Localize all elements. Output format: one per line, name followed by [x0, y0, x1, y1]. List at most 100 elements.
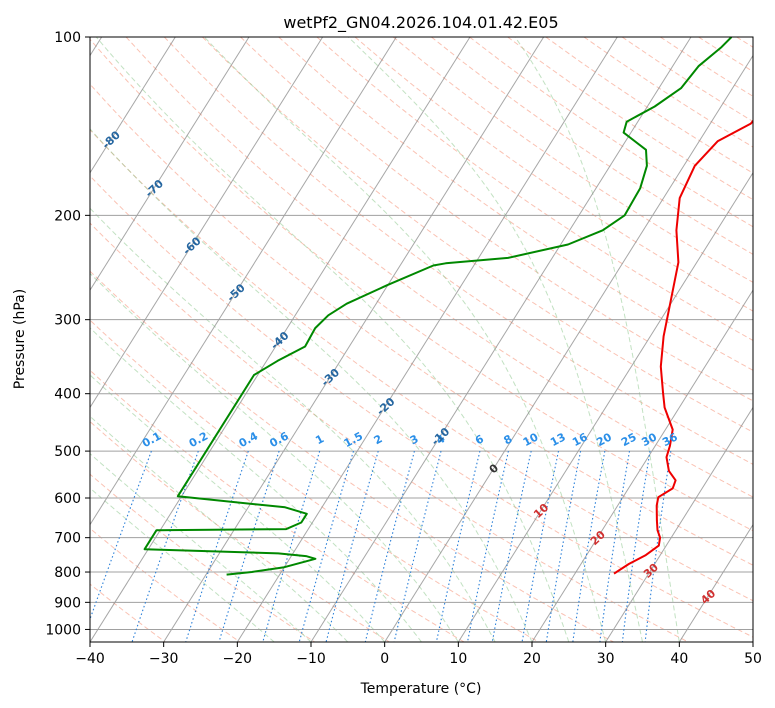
isotherm-label: 0: [487, 461, 502, 476]
isotherm-line: [163, 37, 545, 642]
isotherm-label: 40: [698, 587, 718, 607]
mixing-ratio-label: 8: [502, 432, 515, 447]
isotherm-line: [90, 37, 250, 292]
mixing-ratio-label: 1.5: [342, 429, 365, 450]
dry-adiabat-line: [125, 37, 753, 498]
mixing-ratio-line: [466, 450, 509, 642]
mixing-ratio-line: [521, 450, 560, 642]
isotherm-line: [90, 37, 324, 409]
mixing-ratio-line: [545, 450, 582, 642]
isotherm-label: -40: [268, 329, 292, 352]
dry-adiabat-line: [90, 319, 540, 642]
isotherm-label: -30: [319, 366, 343, 389]
temperature-profile-line: [613, 119, 753, 575]
sounding-series: [143, 37, 753, 576]
moist-adiabat-line: [90, 415, 349, 642]
moist-adiabat-line: [90, 452, 312, 642]
moist-adiabat-line: [90, 128, 533, 642]
mixing-ratio-label: 1: [313, 432, 326, 447]
isotherm-line: [90, 37, 471, 642]
dry-adiabat-line: [163, 37, 753, 465]
mixing-ratio-label: 2: [372, 432, 385, 447]
mixing-ratio-line: [621, 451, 651, 642]
mixing-ratio-label: 0.6: [267, 429, 291, 450]
mixing-ratio-label: 0.4: [237, 429, 261, 450]
y-tick-label: 200: [54, 208, 81, 224]
isotherm-line: [90, 37, 397, 526]
dry-adiabat-line: [90, 222, 689, 642]
isotherm-line: [531, 289, 753, 642]
x-tick-label: −10: [296, 651, 326, 667]
dry-adiabat-line: [90, 270, 614, 642]
mixing-ratio-line: [644, 451, 672, 642]
dewpoint-profile-line: [143, 37, 733, 576]
moist-adiabat-line: [90, 374, 386, 642]
x-tick-label: 20: [523, 651, 541, 667]
chart-title: wetPf2_GN04.2026.104.01.42.E05: [283, 13, 558, 33]
line-labels: 0.1 0.2 0.4 0.6 1 1.5 2 3 4 6 8 10 13 16 20 25 30 36-80-7…: [100, 128, 719, 607]
mixing-ratio-line: [131, 450, 199, 642]
dry-adiabat-line: [90, 473, 315, 642]
mixing-ratio-label: 0.1: [140, 430, 163, 451]
dry-adiabat-line: [240, 37, 753, 402]
x-tick-label: 40: [670, 651, 688, 667]
mixing-ratio-line: [298, 450, 355, 642]
y-tick-label: 800: [54, 565, 81, 581]
mixing-ratio-line: [262, 450, 321, 642]
moist-adiabat-line: [203, 37, 607, 642]
dry-adiabat-line: [545, 37, 753, 174]
mixing-ratio-line: [90, 450, 152, 621]
dry-adiabat-line: [90, 83, 753, 566]
mixing-ratio-label: 3: [408, 432, 421, 447]
mixing-ratio-line: [572, 451, 606, 642]
dry-adiabat-line: [90, 369, 465, 642]
dry-adiabat-line: [90, 38, 753, 532]
mixing-ratio-label: 30: [639, 430, 659, 449]
isotherm-label: -20: [374, 395, 398, 418]
moist-adiabat-line: [90, 487, 275, 642]
y-axis-ticks: 100 200 300 400 500 600 700 800 900 1000: [45, 30, 90, 638]
x-axis-label: Temperature (°C): [360, 681, 482, 697]
x-tick-label: −40: [75, 651, 105, 667]
moist-adiabat-line: [90, 327, 422, 642]
moist-adiabat-line: [347, 37, 643, 642]
mixing-ratio-line: [325, 450, 379, 642]
dry-adiabat-line: [90, 420, 390, 642]
x-axis-ticks: −40 −30 −20 −10 0 10 20 30 40 50: [75, 642, 762, 667]
moist-adiabat-line: [90, 272, 459, 642]
y-tick-label: 700: [54, 531, 81, 547]
mixing-ratio-label: 6: [473, 432, 486, 447]
y-tick-label: 900: [54, 595, 81, 611]
mixing-ratio-label: 36: [660, 430, 680, 449]
isotherm-label: -70: [143, 177, 167, 200]
mixing-ratio-label: 25: [619, 430, 639, 449]
isotherm-line: [236, 37, 618, 642]
dry-adiabat-line: [90, 128, 753, 602]
y-tick-label: 100: [54, 30, 81, 46]
mixing-ratio-line: [364, 450, 415, 642]
y-tick-label: 1000: [45, 622, 81, 638]
y-tick-label: 400: [54, 387, 81, 403]
x-tick-label: 0: [380, 651, 389, 667]
isotherm-label: -10: [429, 425, 453, 448]
x-tick-label: −20: [223, 651, 253, 667]
moist-adiabat-line: [90, 207, 496, 642]
isotherm-label: -50: [224, 281, 248, 304]
mixing-ratio-line: [218, 450, 280, 642]
mixing-ratio-line: [491, 450, 532, 642]
plot-frame: [89, 36, 754, 643]
y-tick-label: 600: [54, 491, 81, 507]
moist-adiabat-line: [95, 37, 570, 642]
y-tick-label: 300: [54, 313, 81, 329]
dry-adiabat-line: [90, 583, 166, 642]
isotherm-label: 10: [531, 501, 551, 521]
y-tick-label: 500: [54, 444, 81, 460]
isotherm-line: [605, 406, 753, 642]
mixing-ratio-label: 10: [521, 430, 541, 449]
dry-adiabat-line: [278, 37, 753, 371]
x-tick-label: 50: [744, 651, 762, 667]
mixing-ratio-line: [599, 451, 631, 642]
mixing-ratio-label: 20: [594, 430, 614, 449]
isotherm-line: [752, 641, 753, 642]
dry-adiabat-line: [90, 527, 241, 642]
